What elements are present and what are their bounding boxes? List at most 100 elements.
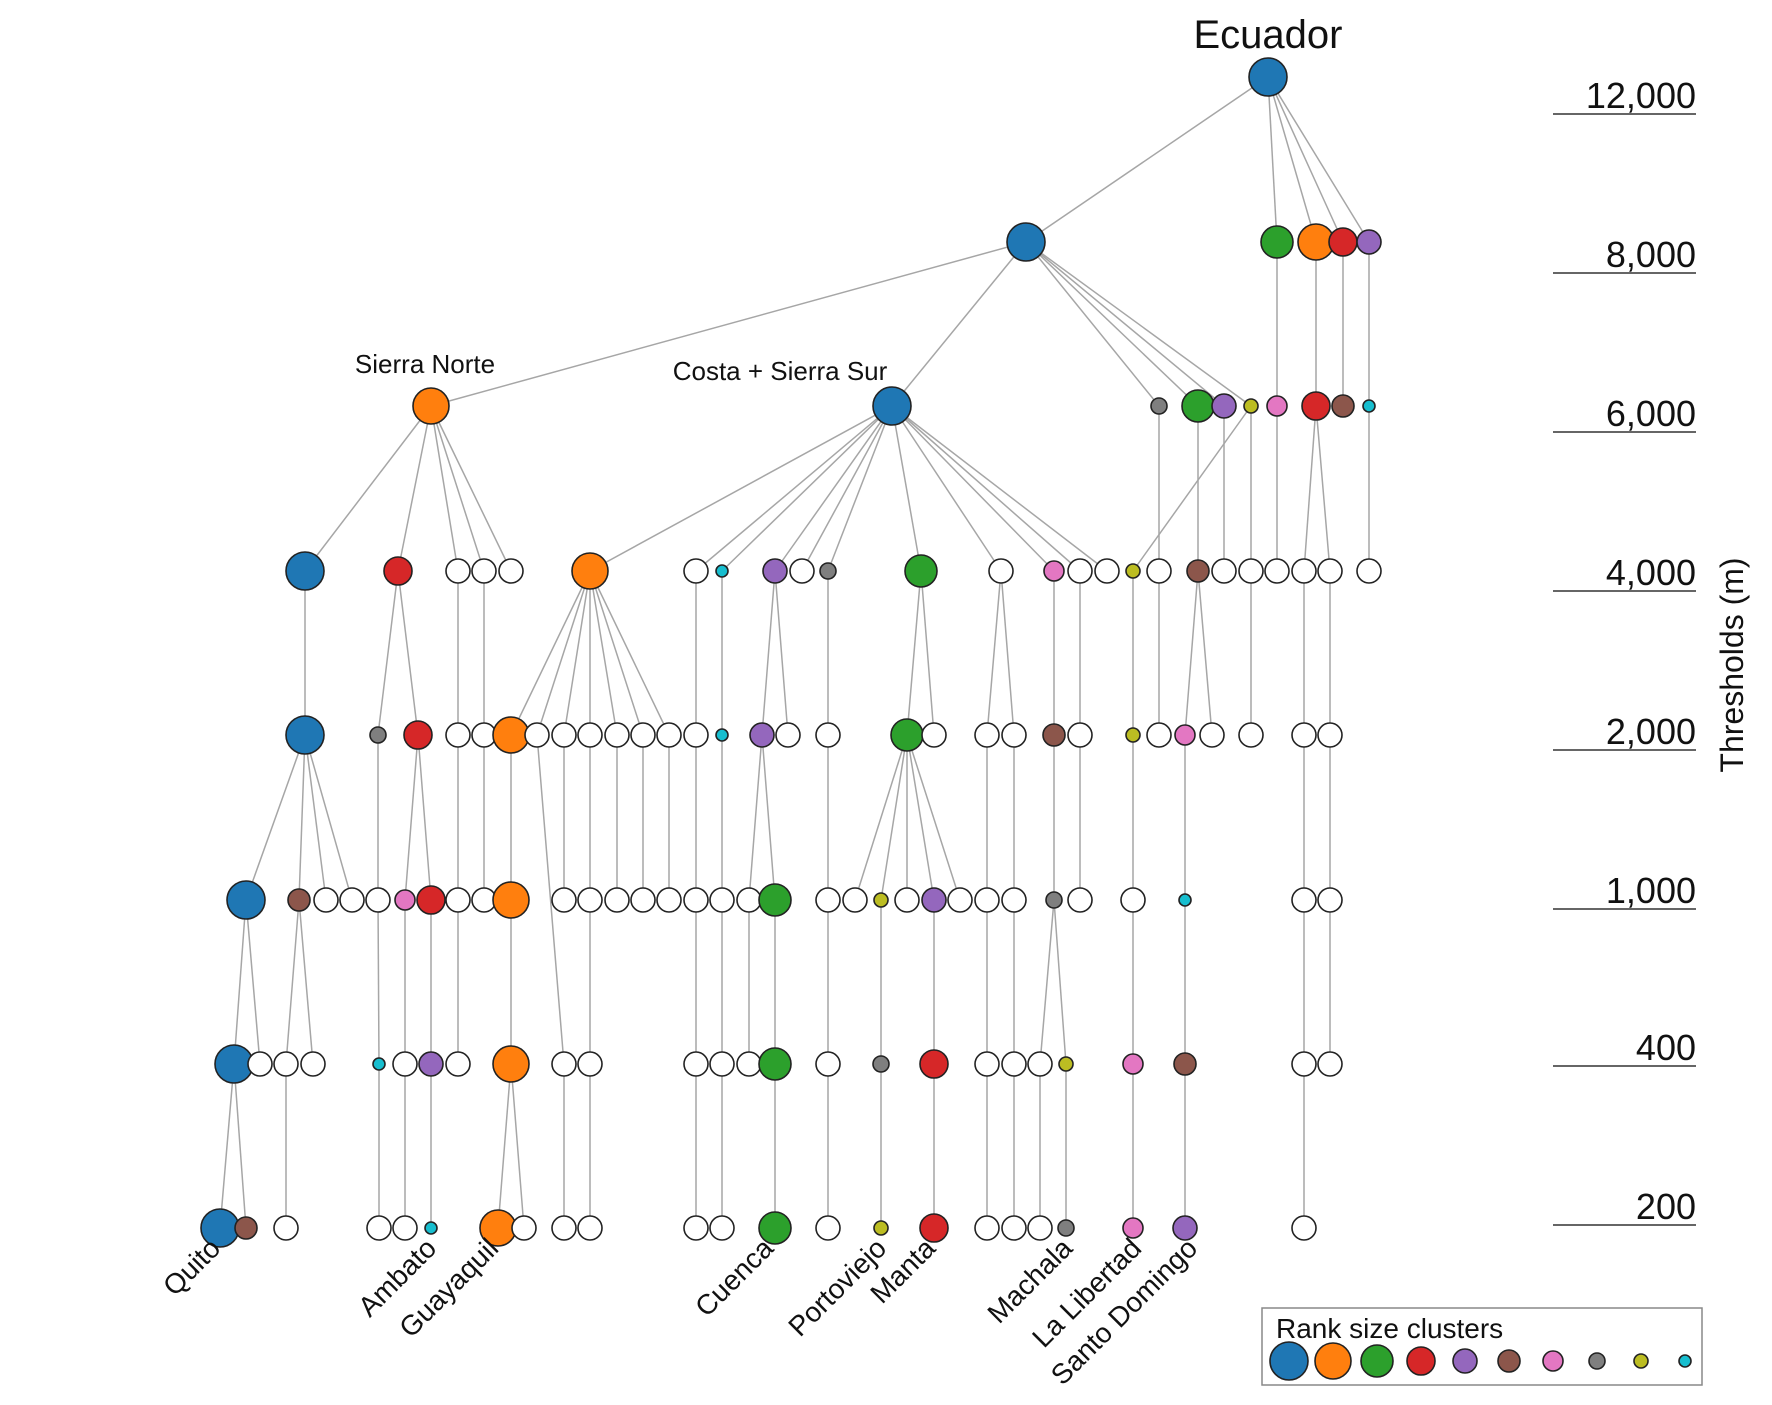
tree-edge — [891, 405, 1108, 572]
tree-edge — [510, 1063, 525, 1229]
legend-items — [1269, 1341, 1692, 1381]
tree-edge — [1267, 76, 1317, 243]
tree-edge — [298, 734, 306, 901]
cluster-node-rank-2 — [492, 716, 530, 754]
cluster-node-unranked — [392, 1051, 418, 1077]
cluster-node-rank-4 — [919, 1213, 949, 1243]
tree-edge — [891, 405, 1081, 572]
cluster-node-unranked — [366, 1215, 392, 1241]
tree-edge — [589, 570, 618, 736]
cluster-node-unranked — [683, 558, 709, 584]
tree-edge — [304, 734, 353, 901]
tree-edge — [397, 405, 432, 572]
cluster-node-unranked — [1291, 1051, 1317, 1077]
tree-edge — [1315, 405, 1331, 572]
tree-edge — [1025, 76, 1269, 243]
cluster-node-rank-9 — [873, 892, 889, 908]
tree-edge — [1197, 570, 1213, 736]
cluster-node-unranked — [551, 887, 577, 913]
legend-swatch-rank-7 — [1542, 1350, 1564, 1372]
cluster-node-rank-9 — [873, 1220, 889, 1236]
cluster-node-unranked — [1120, 887, 1146, 913]
cluster-node-rank-8 — [369, 726, 387, 744]
tree-edge — [397, 570, 419, 736]
cluster-node-unranked — [551, 722, 577, 748]
cluster-node-rank-3 — [904, 554, 938, 588]
cluster-node-unranked — [842, 887, 868, 913]
region-label-costa-sierra-sur: Costa + Sierra Sur — [673, 356, 888, 386]
tree-edge — [1000, 570, 1015, 736]
cluster-node-unranked — [974, 1051, 1000, 1077]
cluster-node-unranked — [577, 722, 603, 748]
cluster-node-unranked — [1094, 558, 1120, 584]
cluster-node-unranked — [656, 887, 682, 913]
cluster-node-unranked — [683, 887, 709, 913]
threshold-label-400: 400 — [1636, 1027, 1696, 1068]
cluster-node-rank-5 — [1211, 393, 1237, 419]
cluster-node-unranked — [577, 1215, 603, 1241]
cluster-node-rank-4 — [1328, 227, 1358, 257]
cluster-node-rank-5 — [762, 558, 788, 584]
cluster-node-unranked — [1001, 1215, 1027, 1241]
cluster-node-unranked — [313, 887, 339, 913]
tree-edge — [497, 1063, 512, 1229]
tree-edge — [563, 570, 591, 736]
cluster-node-unranked — [1027, 1215, 1053, 1241]
cluster-node-unranked — [1067, 722, 1093, 748]
cluster-node-unranked — [894, 887, 920, 913]
cluster-node-rank-4 — [1301, 391, 1331, 421]
cluster-node-unranked — [604, 722, 630, 748]
cluster-node-unranked — [604, 887, 630, 913]
tree-edge — [761, 570, 776, 736]
cluster-node-rank-8 — [819, 562, 837, 580]
tree-edges — [219, 76, 1370, 1229]
cluster-node-unranked — [1291, 1215, 1317, 1241]
tree-edge — [430, 405, 512, 572]
cluster-node-rank-4 — [403, 720, 433, 750]
cluster-node-unranked — [683, 1051, 709, 1077]
cluster-node-unranked — [1291, 558, 1317, 584]
root-title: Ecuador — [1194, 13, 1343, 57]
tree-edge — [891, 405, 1002, 572]
cluster-node-rank-9 — [1243, 398, 1259, 414]
cluster-node-unranked — [445, 558, 471, 584]
cluster-node-unranked — [300, 1051, 326, 1077]
cluster-node-rank-7 — [1122, 1217, 1144, 1239]
cluster-node-unranked — [683, 722, 709, 748]
cluster-node-unranked — [392, 1215, 418, 1241]
tree-edge — [1303, 405, 1317, 572]
cluster-node-unranked — [1001, 887, 1027, 913]
cluster-node-rank-7 — [394, 889, 416, 911]
cluster-node-unranked — [789, 558, 815, 584]
cluster-node-unranked — [471, 558, 497, 584]
cluster-node-rank-3 — [1260, 225, 1294, 259]
cluster-node-rank-6 — [1186, 559, 1210, 583]
tree-edge — [854, 734, 908, 901]
cluster-node-rank-8 — [872, 1055, 890, 1073]
tree-edge — [1025, 241, 1160, 407]
tree-edge — [536, 734, 565, 1065]
cluster-node-unranked — [577, 887, 603, 913]
cluster-node-rank-7 — [1122, 1053, 1144, 1075]
tree-edge — [430, 405, 459, 572]
tree-edge — [285, 899, 300, 1065]
cluster-node-rank-4 — [416, 885, 446, 915]
tree-edge — [233, 1063, 247, 1229]
tree-edge — [430, 241, 1027, 407]
cluster-node-rank-5 — [921, 887, 947, 913]
cluster-node-unranked — [1067, 887, 1093, 913]
cluster-node-rank-3 — [758, 1047, 792, 1081]
cluster-node-rank-10 — [715, 564, 729, 578]
cluster-node-rank-6 — [1331, 394, 1355, 418]
tree-edge — [589, 405, 893, 572]
city-label-cuenca: Cuenca — [689, 1232, 779, 1322]
cluster-node-unranked — [273, 1215, 299, 1241]
cluster-node-unranked — [1291, 722, 1317, 748]
cluster-node-rank-2 — [492, 1045, 530, 1083]
cluster-node-unranked — [709, 1215, 735, 1241]
cluster-node-unranked — [736, 1051, 762, 1077]
tree-edge — [233, 899, 247, 1065]
cluster-node-rank-6 — [1173, 1052, 1197, 1076]
